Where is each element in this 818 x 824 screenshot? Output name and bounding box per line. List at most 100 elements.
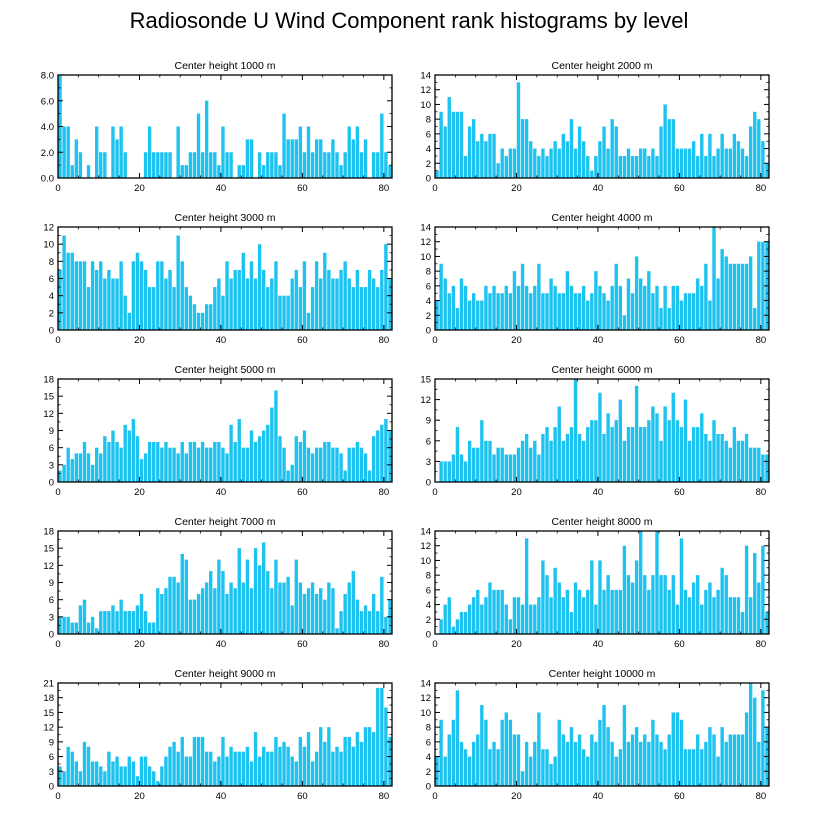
bar: [630, 155, 635, 178]
bar: [492, 454, 496, 482]
bar: [728, 597, 732, 634]
bar: [467, 126, 472, 178]
bar: [90, 616, 95, 634]
bar: [363, 453, 368, 482]
bar: [504, 155, 508, 178]
bar: [376, 152, 380, 178]
bar: [602, 589, 606, 634]
bar: [626, 148, 631, 178]
bar: [753, 447, 757, 482]
bar: [310, 582, 315, 634]
bar: [253, 548, 258, 634]
y-tick-label: 4: [426, 600, 431, 611]
bar: [516, 447, 521, 482]
bar: [659, 126, 663, 178]
x-tick-label: 20: [134, 183, 145, 194]
bar: [736, 263, 741, 330]
bar: [58, 766, 62, 786]
chart-title: Center height 8000 m: [552, 516, 653, 528]
bar: [327, 441, 331, 482]
bar: [700, 285, 704, 330]
bar: [675, 285, 680, 330]
bar: [257, 756, 262, 786]
bar: [720, 727, 724, 786]
bar: [704, 155, 708, 178]
bar: [355, 732, 360, 786]
x-tick-label: 60: [674, 183, 685, 194]
bar: [516, 285, 521, 330]
bar: [622, 545, 627, 634]
bar: [139, 459, 144, 482]
bar: [74, 139, 79, 179]
y-tick-label: 15: [420, 375, 431, 386]
bar: [115, 611, 119, 634]
bar: [598, 719, 602, 786]
bar: [90, 464, 95, 482]
bar: [630, 734, 635, 786]
y-tick-label: 4: [426, 296, 431, 307]
bar: [359, 447, 364, 482]
bar: [610, 119, 614, 178]
bar: [253, 441, 258, 482]
bar: [720, 567, 724, 634]
bar: [696, 427, 700, 482]
bar: [553, 567, 557, 634]
bar: [266, 571, 270, 634]
bar: [639, 278, 643, 330]
bar: [541, 749, 545, 786]
bar: [455, 690, 460, 786]
bar: [565, 271, 570, 330]
y-tick-label: 2: [426, 311, 431, 322]
bar: [757, 741, 761, 786]
bar: [371, 593, 376, 634]
bar: [557, 719, 561, 786]
bar: [319, 588, 323, 634]
bar: [225, 756, 229, 786]
bar: [480, 420, 484, 482]
bar: [278, 582, 282, 634]
bar: [529, 293, 533, 330]
bar: [192, 441, 197, 482]
bar: [463, 611, 468, 634]
bar: [192, 152, 197, 178]
bar: [282, 741, 286, 786]
bar: [213, 287, 217, 330]
bar: [667, 307, 671, 330]
bar: [225, 453, 229, 482]
bar: [455, 619, 460, 634]
bar: [740, 440, 745, 482]
bar: [594, 604, 598, 634]
bar: [107, 611, 111, 634]
bar: [164, 588, 168, 634]
bar: [164, 152, 168, 178]
bar: [687, 293, 692, 330]
bar: [614, 589, 618, 634]
bar: [687, 597, 692, 634]
y-tick-label: 8: [426, 723, 431, 734]
bar: [363, 139, 368, 179]
bar: [610, 285, 614, 330]
bar: [639, 427, 643, 482]
bar: [663, 406, 667, 482]
x-tick-label: 60: [297, 183, 308, 194]
bar: [443, 278, 447, 330]
bar: [241, 252, 246, 330]
bar: [172, 576, 176, 634]
bar: [380, 424, 384, 482]
bar: [757, 241, 761, 330]
y-tick-label: 8: [426, 571, 431, 582]
bar: [188, 152, 193, 178]
bar: [459, 111, 464, 178]
bar: [704, 263, 708, 330]
bar: [712, 227, 716, 330]
bar: [451, 111, 456, 178]
bar: [700, 413, 704, 482]
y-tick-label: 10: [420, 100, 431, 111]
bar: [740, 263, 745, 330]
bar: [152, 771, 156, 786]
y-tick-label: 6: [426, 281, 431, 292]
y-tick-label: 12: [43, 561, 54, 572]
bar: [691, 427, 696, 482]
bar: [590, 560, 594, 634]
bar: [472, 741, 476, 786]
